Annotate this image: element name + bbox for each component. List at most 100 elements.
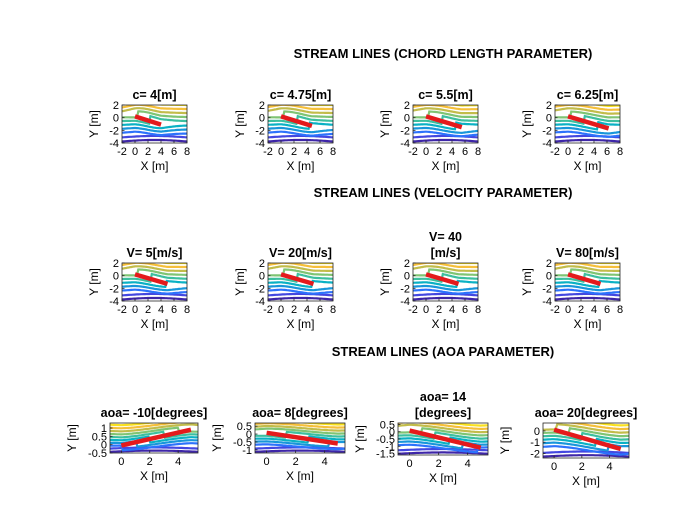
y-tick-label: -2 [400, 125, 410, 137]
y-axis-label: Y [m] [378, 268, 392, 296]
x-axis-label: X [m] [286, 317, 314, 331]
x-tick-label: -2 [408, 146, 418, 158]
x-tick-label: -2 [117, 304, 127, 316]
x-axis-label: X [m] [572, 474, 600, 488]
streamline [413, 138, 478, 143]
subplot: 0 2 40.50-0.5-1-1.5X [m]Y [m]aoa= 14[degre… [353, 390, 489, 485]
axes-box [254, 422, 346, 454]
axes-box [109, 422, 199, 454]
y-tick-label: 2 [113, 100, 119, 112]
streamline [543, 437, 629, 447]
x-tick-label: 2 [579, 461, 585, 473]
plate-line [567, 272, 602, 287]
x-tick-label: 4 [304, 146, 310, 158]
plate-line [425, 114, 463, 130]
streamline [555, 138, 620, 143]
row-group: STREAM LINES (VELOCITY PARAMETER)-2 0 2 4 6 8… [87, 185, 623, 331]
streamline [255, 430, 345, 439]
streamline [543, 423, 629, 431]
x-tick-label: 0 [118, 456, 124, 468]
subplot-title: c= 6.25[m] [557, 88, 619, 102]
axes-box [267, 262, 334, 302]
streamline [413, 107, 478, 115]
x-tick-label: 0 [423, 146, 429, 158]
y-tick-label: 0.5 [380, 419, 395, 431]
subplot-title: [m/s] [431, 246, 461, 260]
x-axis-label: X [m] [431, 159, 459, 173]
x-axis-label: X [m] [140, 469, 168, 483]
x-tick-label: 4 [322, 456, 328, 468]
streamline [122, 138, 187, 143]
streamline [398, 423, 488, 430]
subplot-title: c= 4[m] [132, 88, 176, 102]
axes-box [121, 262, 188, 302]
streamline [110, 442, 198, 452]
y-tick-label: -0.5 [376, 434, 395, 446]
y-tick-label: -2 [542, 125, 552, 137]
streamline [413, 110, 478, 120]
y-axis-label: Y [m] [520, 110, 534, 138]
y-tick-label: -0.5 [88, 448, 107, 460]
row-group: STREAM LINES (CHORD LENGTH PARAMETER)-2 0… [87, 46, 623, 173]
x-tick-label: 6 [604, 146, 610, 158]
streamline [555, 110, 620, 120]
subplot: -2 0 2 4 6 820-2-4X [m]Y [m]c= 4[m] [87, 88, 190, 173]
subplot: -2 0 2 4 6 820-2-4X [m]Y [m]c= 5.5[m] [378, 88, 481, 173]
y-axis-label: Y [m] [87, 268, 101, 296]
y-tick-label: 0 [389, 427, 395, 439]
streamline [398, 431, 488, 440]
x-tick-label: 4 [158, 146, 164, 158]
streamline [110, 430, 198, 439]
streamline [555, 114, 620, 126]
plate-line [266, 430, 339, 446]
x-tick-label: 4 [175, 456, 181, 468]
y-tick-label: 2 [404, 258, 410, 270]
streamline [413, 121, 478, 131]
streamline [592, 105, 620, 107]
streamline [268, 272, 333, 284]
x-tick-label: 0 [264, 456, 270, 468]
y-tick-label: 2 [259, 100, 265, 112]
x-tick-label: 2 [291, 146, 297, 158]
x-tick-label: 8 [475, 304, 481, 316]
streamline [450, 105, 478, 107]
x-tick-label: 2 [145, 146, 151, 158]
streamline [122, 288, 187, 295]
streamline [268, 126, 333, 134]
row-group: STREAM LINES (AOA PARAMETER)0 2 410.50-0.5… [65, 344, 637, 488]
subplot-title: V= 5[m/s] [127, 246, 183, 260]
streamline [555, 268, 620, 278]
x-tick-label: 0 [278, 146, 284, 158]
x-tick-label: 0 [278, 304, 284, 316]
streamline [413, 126, 478, 135]
streamline [589, 423, 629, 427]
x-tick-label: 8 [330, 304, 336, 316]
axes-box [412, 104, 479, 144]
streamline-group [555, 105, 620, 143]
y-tick-label: 0.5 [92, 431, 107, 443]
x-axis-label: X [m] [573, 317, 601, 331]
streamline [543, 445, 629, 456]
subplot-title: aoa= 8[degrees] [252, 406, 348, 420]
x-axis-label: X [m] [431, 317, 459, 331]
axes-box [121, 104, 188, 144]
x-tick-label: 4 [304, 304, 310, 316]
axes-box [554, 262, 621, 302]
y-axis-label: Y [m] [233, 110, 247, 138]
x-tick-label: 6 [171, 304, 177, 316]
streamline [255, 449, 345, 453]
streamline [555, 265, 620, 273]
subplot-title: V= 80[m/s] [556, 246, 619, 260]
x-tick-label: 6 [604, 304, 610, 316]
streamline [122, 272, 187, 284]
axes-box [267, 104, 334, 144]
x-tick-label: -2 [263, 304, 273, 316]
y-tick-label: -4 [542, 138, 552, 150]
y-tick-label: -2 [109, 125, 119, 137]
streamline [268, 134, 333, 139]
streamline [268, 110, 333, 120]
y-tick-label: -2 [255, 283, 265, 295]
x-tick-label: 8 [617, 146, 623, 158]
streamline [398, 423, 488, 434]
